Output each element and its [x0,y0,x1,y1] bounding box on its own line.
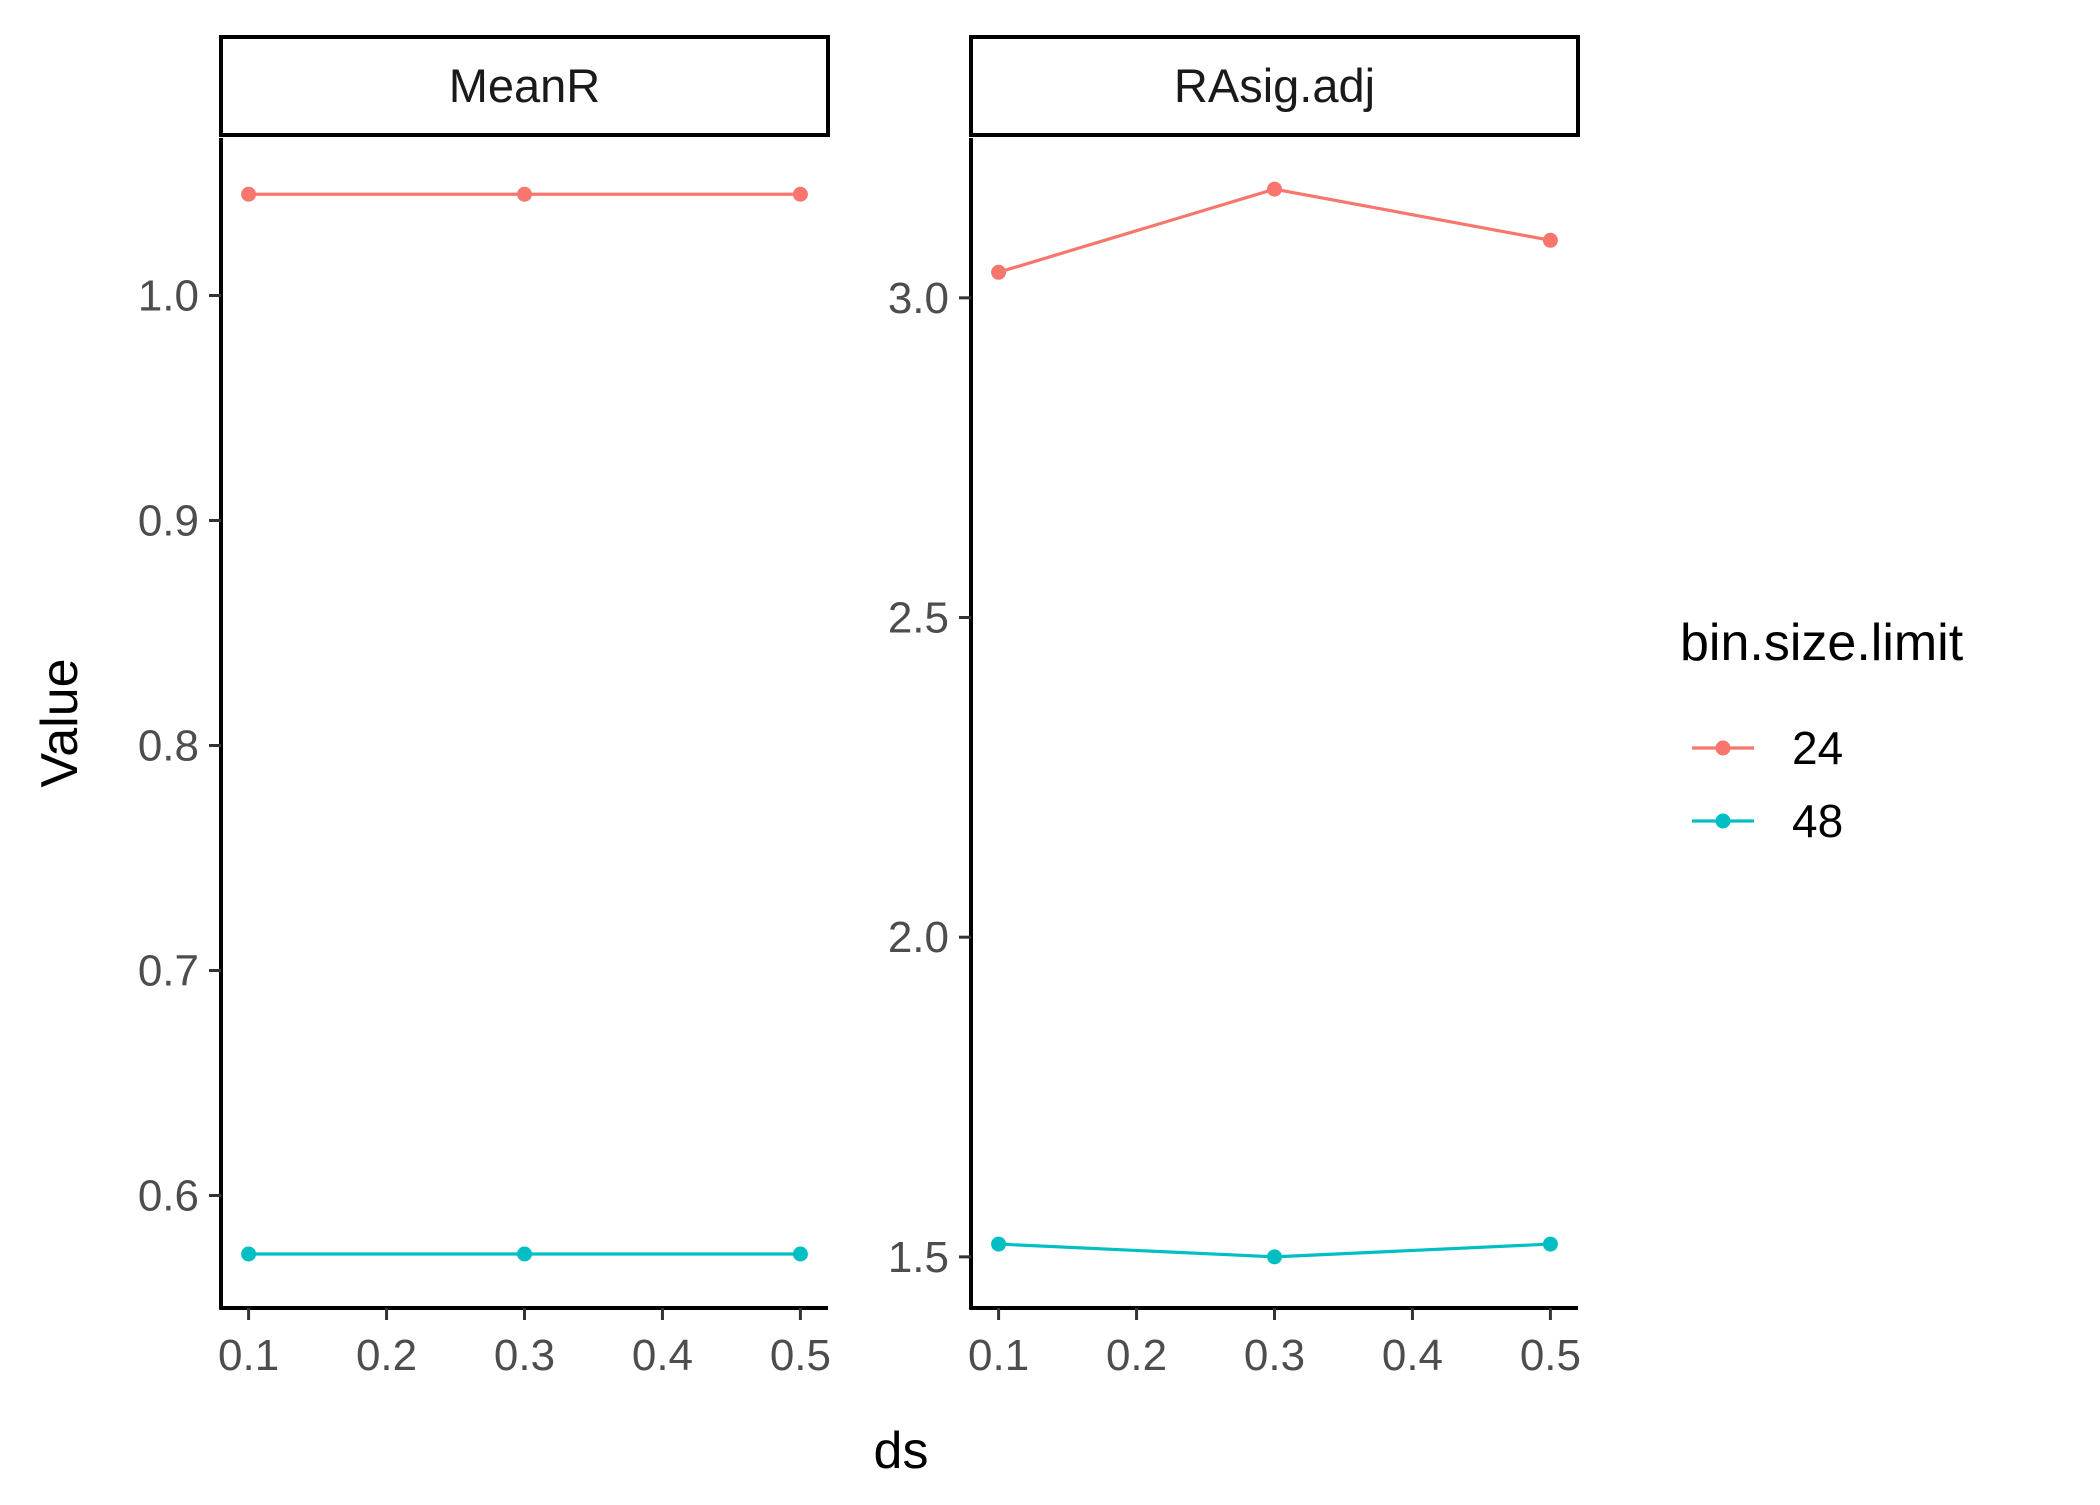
x-tick-label: 0.4 [632,1331,693,1380]
data-point-48 [792,1246,808,1262]
data-point-24 [1542,232,1558,248]
data-point-48 [1267,1249,1282,1265]
y-tick-label: 1.5 [888,1233,949,1282]
y-tick-label: 0.7 [138,947,199,996]
x-tick-label: 0.4 [1382,1331,1443,1380]
y-axis-title: Value [31,658,89,787]
facet-panel-1: RAsig.adj 1.5 2.0 2.5 3.0 0.1 0.2 0.3 0.4 0.5 [888,35,1581,1380]
x-tick-label: 0.3 [1244,1331,1305,1380]
y-tick-label: 3.0 [888,274,949,323]
y-tick-label: 2.0 [888,913,949,962]
y-tick-label: 0.6 [138,1172,199,1221]
data-point-48 [517,1246,532,1262]
legend-key-point-48 [1715,813,1731,829]
legend-key-point-24 [1715,740,1731,756]
x-tick-label: 0.2 [1106,1331,1167,1380]
x-tick-label: 0.1 [968,1331,1029,1380]
data-point-24 [1267,181,1282,197]
y-tick-label: 2.5 [888,594,949,643]
facet-strip-box [969,35,1580,137]
x-axis-title: ds [874,1422,929,1480]
x-tick-label: 0.2 [356,1331,417,1380]
facet-strip-label: MeanR [449,59,601,112]
facet-strip-label: RAsig.adj [1174,59,1375,112]
data-point-24 [792,186,808,202]
x-tick-label: 0.1 [218,1331,279,1380]
data-point-24 [241,186,257,202]
data-point-48 [991,1236,1007,1252]
x-tick-label: 0.5 [770,1331,831,1380]
legend-label-24: 24 [1792,722,1843,774]
legend-label-48: 48 [1792,795,1843,847]
legend-title: bin.size.limit [1680,614,1964,672]
x-tick-label: 0.3 [494,1331,555,1380]
facet-panel-0: MeanR 0.6 0.7 0.8 0.9 1.0 0.1 0.2 0.3 0.4 0.5 [138,35,831,1380]
facet-strip-box [219,35,830,137]
series-line-24 [998,187,1551,274]
y-tick-label: 1.0 [138,272,199,321]
data-point-24 [517,186,532,202]
data-point-24 [991,264,1007,280]
x-tick-label: 0.5 [1520,1331,1581,1380]
data-point-48 [241,1246,257,1262]
data-point-48 [1542,1236,1558,1252]
y-tick-label: 0.9 [138,497,199,546]
y-tick-label: 0.8 [138,722,199,771]
